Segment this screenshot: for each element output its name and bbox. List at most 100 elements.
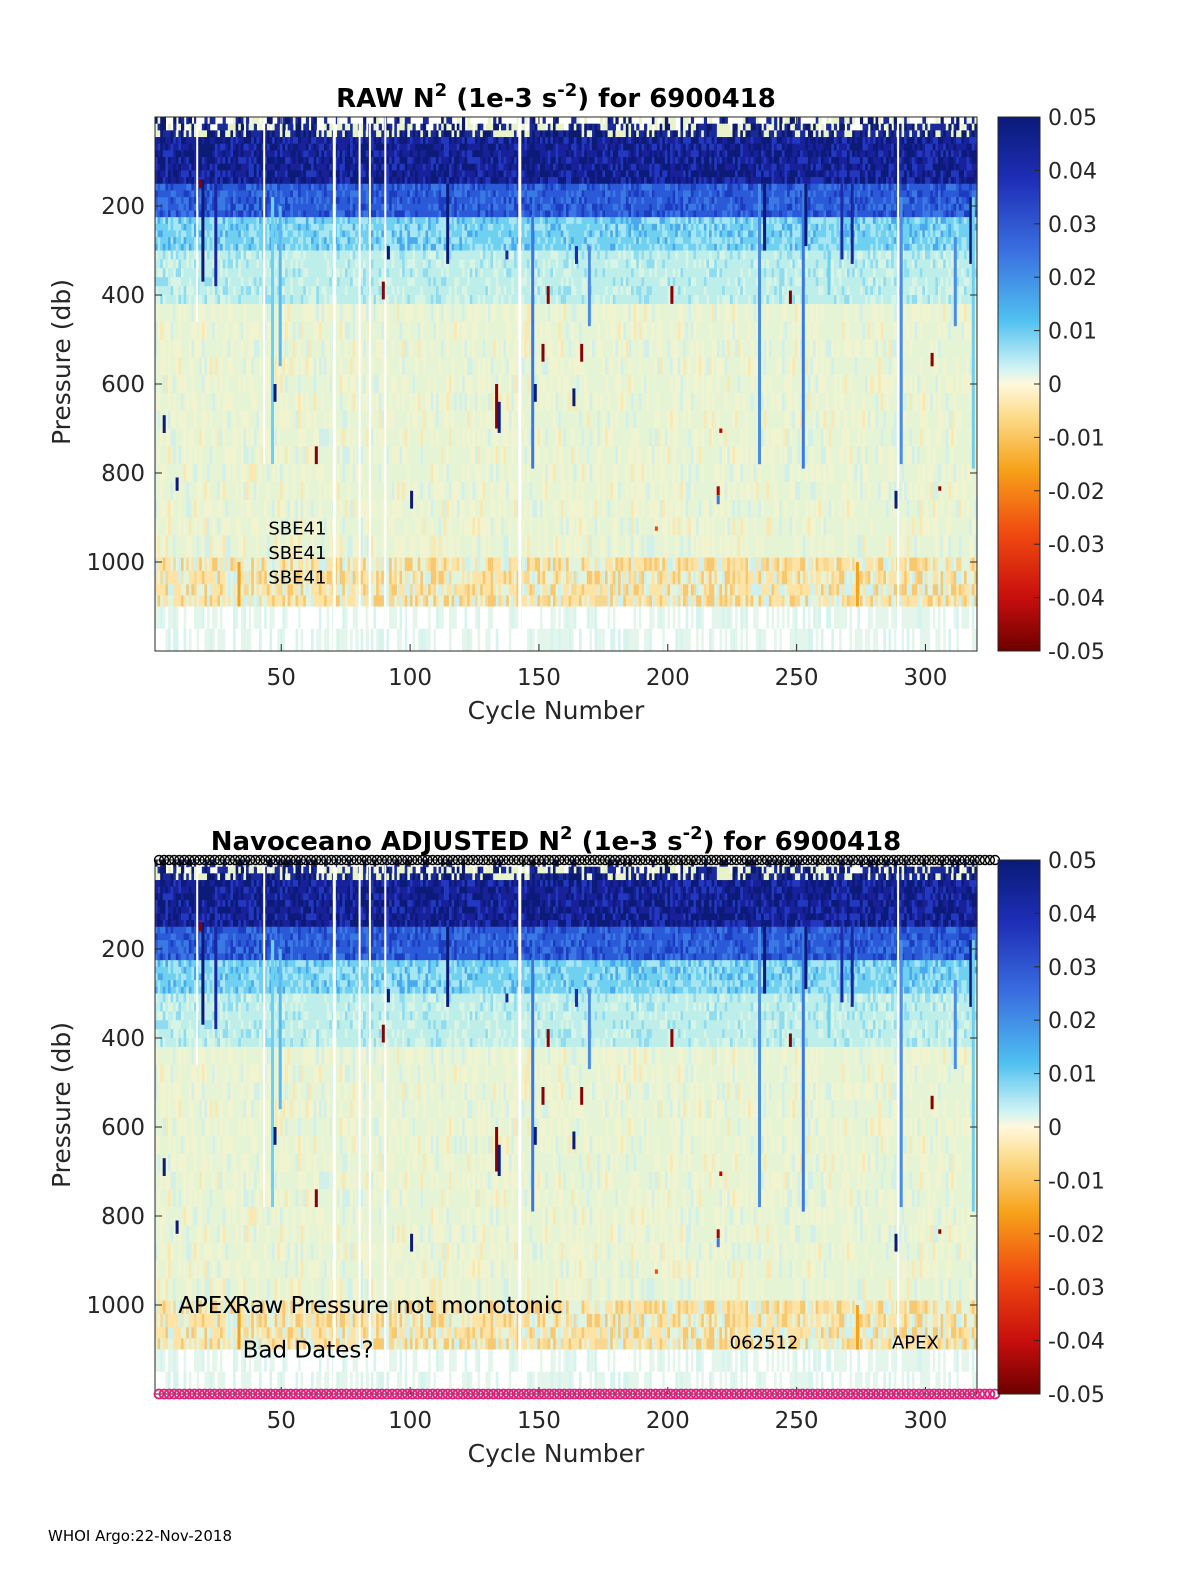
anomaly-mark bbox=[895, 1234, 898, 1252]
streak-mark bbox=[446, 927, 449, 1007]
streak-mark bbox=[804, 927, 807, 989]
gap-mark bbox=[384, 117, 386, 651]
annotation-text: Bad Dates? bbox=[243, 1338, 374, 1364]
gap-mark bbox=[263, 860, 265, 1207]
streak-mark bbox=[531, 215, 534, 469]
streak-mark bbox=[588, 246, 591, 326]
anomaly-mark bbox=[547, 286, 550, 304]
colorbar-tick-label: -0.03 bbox=[1048, 1276, 1105, 1301]
streak-mark bbox=[828, 994, 831, 1039]
colorbar-gradient bbox=[998, 860, 1040, 1394]
anomaly-mark bbox=[495, 384, 498, 429]
colorbar-tick-label: 0.01 bbox=[1048, 1063, 1097, 1088]
y-tick-label: 400 bbox=[101, 283, 145, 309]
anomaly-mark bbox=[534, 1127, 537, 1145]
colorbar: 0.050.040.030.020.010-0.01-0.02-0.03-0.0… bbox=[998, 849, 1105, 1408]
streak-mark bbox=[214, 184, 217, 286]
colorbar: 0.050.040.030.020.010-0.01-0.02-0.03-0.0… bbox=[998, 106, 1105, 665]
anomaly-mark bbox=[580, 1087, 583, 1105]
anomaly-mark bbox=[498, 402, 501, 433]
x-tick-label: 300 bbox=[904, 1408, 948, 1434]
x-tick-label: 300 bbox=[904, 665, 948, 691]
anomaly-mark bbox=[938, 1229, 941, 1234]
y-axis-label: Pressure (db) bbox=[47, 1022, 76, 1188]
anomaly-mark bbox=[498, 1145, 501, 1176]
annotation-text: SBE41 bbox=[268, 518, 326, 539]
colorbar-tick-label: -0.05 bbox=[1048, 1383, 1105, 1408]
colorbar-tick-label: -0.04 bbox=[1048, 587, 1105, 612]
x-tick-label: 250 bbox=[775, 1408, 819, 1434]
anomaly-mark bbox=[274, 1127, 277, 1145]
x-tick-label: 200 bbox=[646, 1408, 690, 1434]
anomaly-mark bbox=[547, 1029, 550, 1047]
x-tick-label: 250 bbox=[775, 665, 819, 691]
x-tick-label: 150 bbox=[517, 1408, 561, 1434]
streak-mark bbox=[840, 927, 843, 1003]
anomaly-mark bbox=[387, 989, 390, 1002]
x-axis-label: Cycle Number bbox=[468, 696, 645, 725]
colorbar-tick-label: -0.02 bbox=[1048, 1223, 1105, 1248]
streak-mark bbox=[900, 940, 903, 1207]
colorbar-tick-label: -0.04 bbox=[1048, 1330, 1105, 1355]
x-tick-label: 150 bbox=[517, 665, 561, 691]
streak-mark bbox=[840, 184, 843, 260]
anomaly-mark bbox=[315, 1189, 318, 1207]
streak-mark bbox=[201, 179, 204, 281]
anomaly-mark bbox=[719, 429, 722, 433]
anomaly-mark bbox=[495, 1127, 498, 1172]
x-tick-label: 200 bbox=[646, 665, 690, 691]
y-tick-label: 400 bbox=[101, 1026, 145, 1052]
anomaly-mark bbox=[572, 388, 575, 406]
y-tick-label: 200 bbox=[101, 937, 145, 963]
colorbar-tick-label: -0.01 bbox=[1048, 426, 1105, 451]
anomaly-mark bbox=[176, 478, 179, 491]
anomaly-mark bbox=[542, 1087, 545, 1105]
anomaly-mark bbox=[655, 1269, 658, 1273]
anomaly-mark bbox=[199, 922, 202, 931]
anomaly-mark bbox=[670, 1029, 673, 1047]
footer-credit: WHOI Argo:22-Nov-2018 bbox=[48, 1527, 232, 1545]
gap-mark bbox=[369, 117, 371, 651]
anomaly-mark bbox=[387, 246, 390, 259]
anomaly-mark bbox=[717, 1238, 720, 1247]
streak-mark bbox=[271, 197, 274, 464]
anomaly-mark bbox=[410, 491, 413, 509]
streak-mark bbox=[214, 927, 217, 1029]
anomaly-mark bbox=[176, 1221, 179, 1234]
gap-mark bbox=[196, 117, 198, 322]
anomaly-mark bbox=[717, 486, 720, 495]
y-tick-label: 1000 bbox=[86, 550, 145, 576]
anomaly-mark bbox=[410, 1234, 413, 1252]
anomaly-mark bbox=[199, 179, 202, 188]
anomaly-mark bbox=[931, 1096, 934, 1109]
x-tick-label: 100 bbox=[388, 665, 432, 691]
streak-mark bbox=[575, 989, 578, 1007]
annotation-text: SBE41 bbox=[268, 543, 326, 564]
anomaly-mark bbox=[856, 1305, 859, 1350]
streak-mark bbox=[954, 980, 957, 1069]
y-tick-label: 800 bbox=[101, 1204, 145, 1230]
streak-mark bbox=[505, 251, 508, 260]
streak-mark bbox=[505, 994, 508, 1003]
anomaly-mark bbox=[895, 491, 898, 509]
anomaly-mark bbox=[931, 353, 934, 366]
anomaly-mark bbox=[789, 1034, 792, 1047]
annotation-text: SBE41 bbox=[268, 567, 326, 588]
y-tick-label: 600 bbox=[101, 1115, 145, 1141]
streak-mark bbox=[804, 184, 807, 246]
gap-mark bbox=[897, 117, 899, 651]
annotation-text: 062512 bbox=[730, 1333, 799, 1354]
y-tick-label: 600 bbox=[101, 372, 145, 398]
streak-mark bbox=[802, 927, 805, 1212]
colorbar-tick-label: 0.02 bbox=[1048, 266, 1097, 291]
anomaly-mark bbox=[382, 1025, 385, 1043]
streak-mark bbox=[763, 927, 766, 994]
streak-mark bbox=[279, 949, 282, 1109]
y-axis-label: Pressure (db) bbox=[47, 279, 76, 445]
colorbar-tick-label: 0.04 bbox=[1048, 159, 1097, 184]
colorbar-tick-label: 0.05 bbox=[1048, 849, 1097, 874]
x-tick-label: 50 bbox=[267, 1408, 296, 1434]
gap-mark bbox=[359, 117, 361, 651]
anomaly-mark bbox=[163, 1158, 166, 1176]
